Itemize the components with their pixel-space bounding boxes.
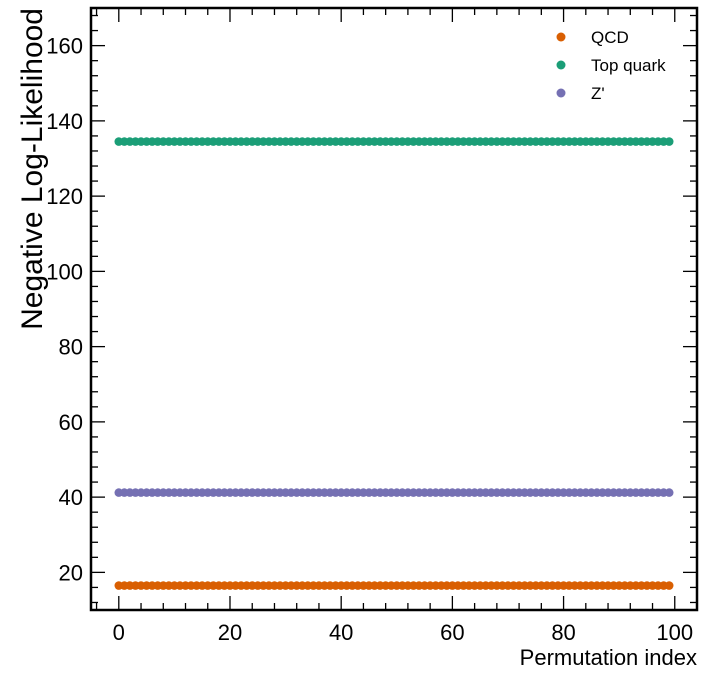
legend-label: Z' xyxy=(591,84,605,103)
data-points xyxy=(114,137,674,590)
minor-ticks xyxy=(91,8,698,610)
y-tick-label: 160 xyxy=(46,34,83,59)
legend-label: QCD xyxy=(591,28,629,47)
series-2 xyxy=(114,488,674,497)
x-tick-label: 80 xyxy=(551,620,575,645)
data-point xyxy=(664,488,674,497)
data-point xyxy=(664,137,674,146)
series-1 xyxy=(114,137,674,146)
legend: QCD Top quark Z' xyxy=(556,28,666,103)
y-tick-label: 80 xyxy=(59,335,83,360)
legend-marker xyxy=(556,60,566,70)
y-tick-label: 120 xyxy=(46,184,83,209)
legend-label: Top quark xyxy=(591,56,666,75)
y-tick-label: 140 xyxy=(46,109,83,134)
data-point xyxy=(664,581,674,590)
legend-marker xyxy=(556,32,566,42)
x-tick-labels: 0 20 40 60 80 100 xyxy=(113,620,693,645)
x-tick-label: 100 xyxy=(656,620,693,645)
series-0 xyxy=(114,581,674,590)
y-tick-label: 100 xyxy=(46,259,83,284)
x-tick-label: 40 xyxy=(329,620,353,645)
y-tick-label: 20 xyxy=(59,560,83,585)
x-tick-label: 60 xyxy=(440,620,464,645)
y-tick-label: 40 xyxy=(59,485,83,510)
y-axis-label: Negative Log-Likelihood xyxy=(16,8,49,330)
y-tick-labels: 20 40 60 80 100 120 140 160 xyxy=(46,34,83,586)
y-tick-label: 60 xyxy=(59,410,83,435)
plot-frame xyxy=(89,6,699,612)
x-tick-label: 0 xyxy=(113,620,125,645)
legend-marker xyxy=(556,88,566,98)
x-tick-label: 20 xyxy=(218,620,242,645)
major-ticks xyxy=(91,8,697,610)
x-axis-label: Permutation index xyxy=(520,645,697,670)
